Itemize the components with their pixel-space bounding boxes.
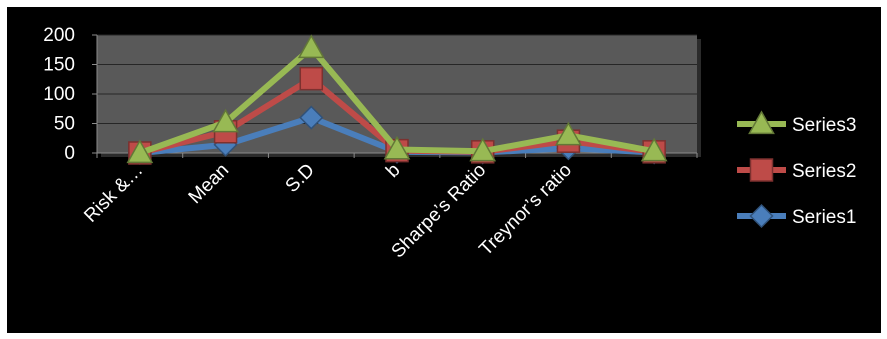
series3-point bbox=[555, 121, 582, 146]
legend-label-series2: Series2 bbox=[792, 161, 856, 182]
series2-point bbox=[299, 66, 324, 91]
series3-point bbox=[126, 139, 154, 164]
y-tick-label: 100 bbox=[43, 84, 75, 105]
legend-marker-series1 bbox=[749, 203, 774, 229]
legend-label-series1: Series1 bbox=[792, 207, 856, 228]
legend-marker-series2 bbox=[749, 158, 774, 182]
legend-label-series3: Series3 bbox=[792, 115, 856, 136]
series1-point bbox=[299, 105, 324, 130]
y-tick-label: 50 bbox=[54, 114, 75, 135]
series3-point bbox=[640, 137, 668, 162]
series3-point bbox=[212, 108, 239, 133]
y-tick-label: 0 bbox=[64, 143, 75, 164]
y-tick-label: 150 bbox=[43, 55, 75, 76]
series3-point bbox=[383, 135, 411, 160]
series3-point bbox=[469, 137, 497, 162]
legend-marker-series3 bbox=[748, 110, 775, 135]
series3-point bbox=[297, 34, 325, 59]
y-tick-label: 200 bbox=[43, 25, 75, 46]
